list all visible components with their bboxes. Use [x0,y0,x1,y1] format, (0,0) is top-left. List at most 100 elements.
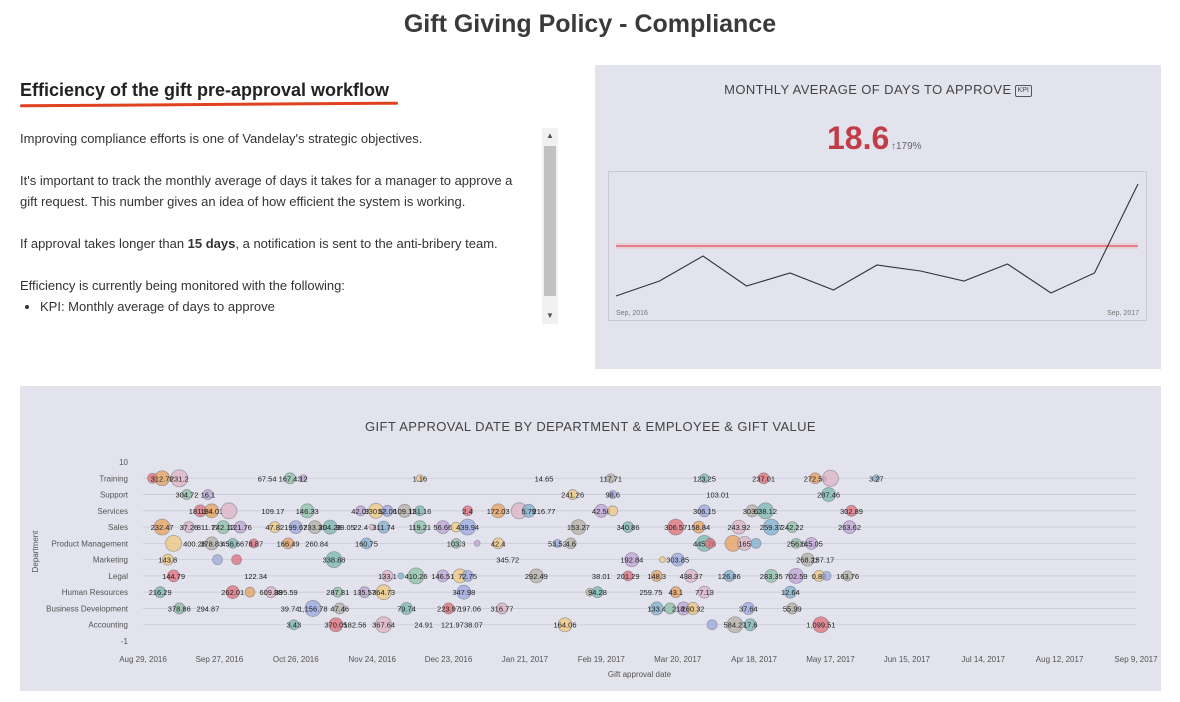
bubble-data-label: 347.98 [452,588,475,597]
bubble-mark [570,519,587,535]
bubble-data-label: 702.59 [785,572,808,581]
bubble-mark [248,538,259,549]
y-tick-top: 10 [119,458,128,467]
y-tick-label: Marketing [93,556,128,565]
bubble-data-label: 42.4 [491,539,506,548]
bubble-data-label: 378.86 [168,604,191,613]
bubble-data-label: 330.86 [364,507,387,516]
y-tick-label: Training [99,474,128,483]
kpi-line-chart: Sep, 2016 Sep, 2017 [608,171,1147,321]
bubble-mark [622,521,634,533]
bubble-data-label: 395.59 [275,588,298,597]
x-tick-label: Aug 12, 2017 [1036,655,1084,664]
bubble-mark [704,537,716,549]
bubble-mark [790,537,802,549]
bubble-mark [456,584,472,600]
page-title: Gift Giving Policy - Compliance [403,10,777,38]
bubble-data-label: 164.06 [554,621,577,630]
bubble-data-label: 37.64 [739,604,758,613]
bubble-data-label: 160.75 [355,539,378,548]
threshold-days: 15 days [187,236,236,251]
bubble-mark [684,569,698,583]
bubble-data-label: 103.3 [447,539,466,548]
bubble-mark [607,505,619,517]
bubble-mark [282,537,295,550]
bubble-data-label: 199.67 [284,523,307,532]
bubble-chart: 10 -1 Training Support Services Sales Product … [31,458,1158,679]
monitoring-list: KPI: Monthly average of days to approve [20,296,530,317]
bubble-mark [244,586,256,598]
bubble-mark [375,584,392,601]
y-tick-label: Support [100,491,129,500]
bubble-data-label: 306.57 [664,523,687,532]
bubble-mark [407,567,425,585]
bubble-mark [741,602,755,615]
bubble-mark [170,469,189,488]
paragraph-3: If approval takes longer than 15 days, a… [20,233,530,254]
bubble-mark [528,568,544,584]
bubble-data-label: 39.74 [281,604,300,613]
description-panel[interactable]: Improving compliance efforts is one of V… [20,128,558,324]
bubble-data-label: 410.26 [405,572,428,581]
bubble-data-label: 133.4 [647,604,666,613]
bubble-mark [268,521,281,533]
bubble-mark [167,569,180,583]
bubble-mark [490,503,506,519]
bubble-mark [757,472,770,485]
bubble-data-label: 456.66 [221,539,244,548]
bubble-mark [414,505,426,517]
bubble-data-label: 22.4 [353,523,368,532]
bubble-data-label: 218.22 [672,604,695,613]
bubble-mark [202,489,214,500]
vertical-scrollbar[interactable]: ▲ ▼ [542,128,558,324]
x-tick-label: Apr 18, 2017 [731,655,777,664]
bubble-mark [788,568,804,584]
bubble-mark [153,518,171,536]
bubble-mark [462,505,474,517]
bubble-data-label: 109.11 [393,507,415,516]
bubble-mark [723,570,736,582]
bubble-data-label: 38.01 [592,572,611,581]
bubble-data-label: 135.57 [353,588,376,597]
bubble-data-label: 184.01 [200,507,223,516]
bubble-data-label: 109.17 [261,507,284,516]
bubble-mark [649,601,664,616]
bubble-mark [622,570,634,582]
bubble-data-label: 192.84 [620,556,643,565]
bubble-mark [358,586,371,599]
scroll-up-icon[interactable]: ▲ [546,131,554,140]
x-tick-label: Sep 27, 2016 [196,655,244,664]
bubble-data-label: 292.49 [525,572,548,581]
bubble-data-label: 204.28 [319,523,342,532]
bubble-mark [182,521,195,533]
scroll-thumb[interactable] [544,146,556,296]
bubble-mark [332,586,344,598]
bubble-data-label: 126.86 [718,572,741,581]
bubble-mark [325,551,343,569]
bubble-data-label: 268.22 [796,556,819,565]
bubble-data-label: 4.6 [566,539,576,548]
bubble-data-label: 121.97 [441,621,464,630]
bubble-mark [220,502,238,520]
bubble-data-label: 153.27 [567,523,590,532]
bubble-mark [731,519,747,535]
bubble-data-label: 163.76 [836,572,859,581]
bubble-data-label: 294.87 [196,604,219,613]
bubble-mark [608,490,618,499]
bubble-mark [624,552,640,568]
bubble-mark [557,617,573,633]
bubble-data-label: 16.1 [201,491,216,500]
bubble-mark [667,518,685,536]
bubble-data-label: 232.47 [151,523,174,532]
bubble-data-label: 43.1 [668,588,683,597]
bubble-data-label: 378.83 [200,539,223,548]
bubble-mark [265,586,277,599]
scroll-down-icon[interactable]: ▼ [546,311,554,320]
bubble-mark [605,473,616,484]
bubble-chart-card: GIFT APPROVAL DATE BY DEPARTMENT & EMPLO… [20,386,1161,691]
bubble-data-label: 237.01 [752,474,775,483]
bubble-mark [377,520,391,534]
bubble-mark [165,534,182,552]
bubble-data-label: 119.21 [409,523,431,532]
bubble-data-label: 638.12 [754,507,777,516]
